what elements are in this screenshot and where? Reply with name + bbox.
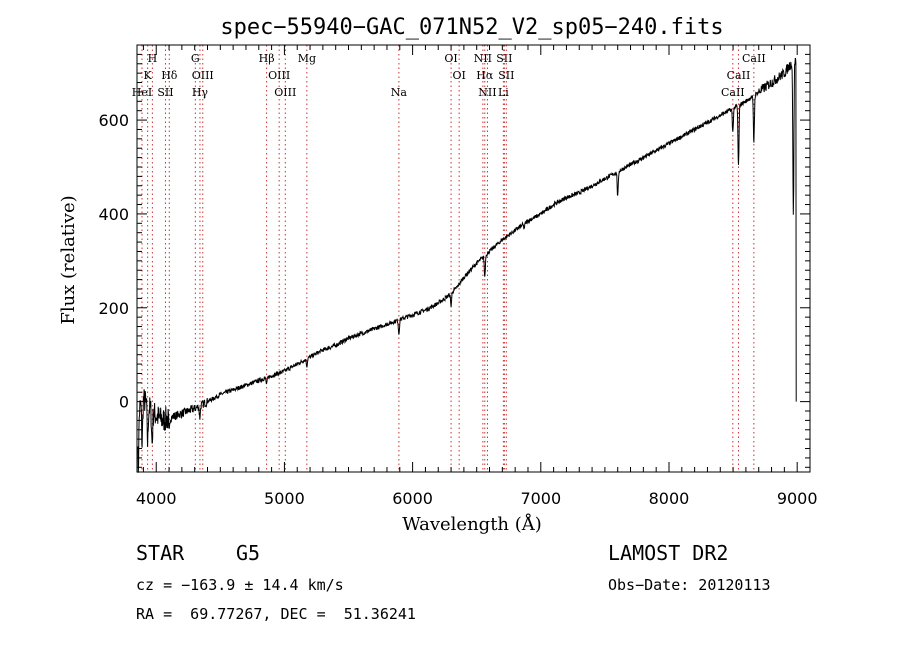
series-layer: [137, 57, 797, 473]
plot-frame: [136, 44, 811, 473]
x-axis-label: Wavelength (Å): [402, 513, 542, 535]
marker-label: Hα: [476, 69, 494, 82]
marker-label: G: [191, 52, 200, 65]
y-tick-label: 600: [98, 111, 129, 130]
marker-label: Hβ: [259, 52, 275, 65]
x-tick-label: 6000: [392, 489, 433, 508]
marker-label: Hδ: [161, 69, 178, 82]
marker-label: NII: [474, 52, 492, 65]
coordinates-readout: RA = 69.77267, DEC = 51.36241: [136, 605, 416, 623]
y-tick-label: 0: [119, 393, 129, 412]
x-tick-label: 4000: [136, 489, 177, 508]
x-tick-label: 8000: [649, 489, 690, 508]
marker-label: Li: [498, 86, 509, 99]
marker-label: H: [148, 52, 158, 65]
marker-label: Mg: [298, 52, 316, 65]
redshift-readout: cz = −163.9 ± 14.4 km/s: [136, 576, 344, 594]
axes: 4000 5000 6000 7000 8000 9000 0 200 400 600: [98, 44, 818, 508]
marker-label: OIII: [192, 69, 214, 82]
marker-label: Hγ: [192, 86, 209, 99]
marker-label: SII: [496, 52, 512, 65]
x-tick-label: 5000: [264, 489, 305, 508]
y-tick-label: 400: [98, 205, 129, 224]
spectrum-line: [137, 57, 797, 473]
object-subclass: G5: [236, 541, 261, 565]
x-tick-label: 7000: [520, 489, 561, 508]
y-axis-label: Flux (relative): [58, 195, 79, 324]
y-tick-label: 200: [98, 299, 129, 318]
x-tick-label: 9000: [777, 489, 818, 508]
marker-label: NII: [478, 86, 496, 99]
marker-label: SII: [157, 86, 173, 99]
marker-label: OIII: [274, 86, 296, 99]
survey-name: LAMOST DR2: [608, 541, 729, 565]
marker-label: OI: [444, 52, 457, 65]
marker-label: K: [144, 69, 153, 82]
marker-label: CaII: [721, 86, 745, 99]
chart-title: spec−55940−GAC_071N52_V2_sp05−240.fits: [220, 15, 723, 40]
marker-label: Na: [391, 86, 408, 99]
marker-label: OI: [452, 69, 465, 82]
marker-label: SII: [498, 69, 514, 82]
marker-label: HeI: [132, 86, 152, 99]
marker-label: CaII: [742, 52, 766, 65]
object-class: STAR: [136, 541, 185, 565]
observation-date: Obs−Date: 20120113: [608, 576, 771, 594]
marker-label: OIII: [268, 69, 290, 82]
marker-label: CaII: [727, 69, 751, 82]
